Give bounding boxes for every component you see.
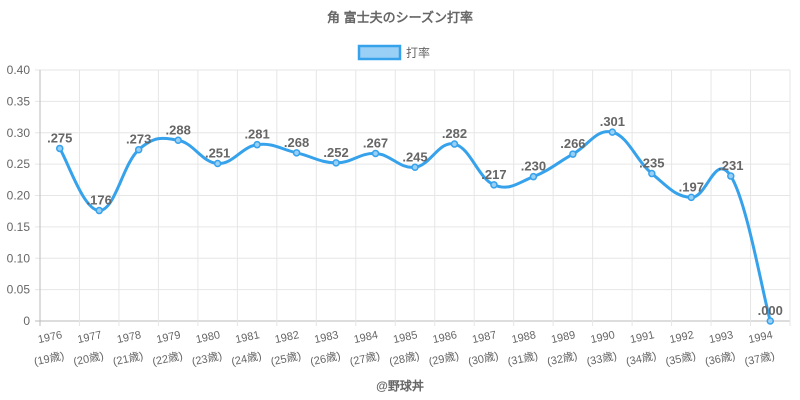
data-label: .282 <box>442 126 467 141</box>
x-tick-sublabel: (31歳) <box>506 349 539 368</box>
y-tick-label: 0.35 <box>7 94 31 108</box>
data-point <box>529 172 538 181</box>
legend-label: 打率 <box>406 45 430 60</box>
x-tick-sublabel: (37歳) <box>743 349 776 368</box>
data-label: .197 <box>679 179 704 194</box>
x-tick-sublabel: (36歳) <box>704 349 737 368</box>
data-point <box>411 163 419 172</box>
x-tick-sublabel: (25歳) <box>270 349 303 368</box>
x-tick-sublabel: (20歳) <box>72 349 105 368</box>
data-point <box>687 193 696 202</box>
data-point <box>95 206 103 215</box>
x-tick-sublabel: (35歳) <box>664 349 697 368</box>
series-line <box>58 130 772 322</box>
y-tick-label: 0.05 <box>7 283 31 297</box>
x-tick-label: 1986 <box>432 329 458 346</box>
data-point <box>727 172 735 180</box>
data-label: .235 <box>639 156 664 171</box>
x-tick-label: 1989 <box>550 329 576 346</box>
data-point <box>569 150 577 158</box>
data-label: .275 <box>47 130 72 145</box>
data-label: .281 <box>244 127 269 142</box>
data-label: .252 <box>323 145 348 160</box>
x-tick-label: 1978 <box>116 329 142 346</box>
data-label: .267 <box>363 135 388 150</box>
x-tick-label: 1980 <box>195 329 221 346</box>
x-tick-label: 1988 <box>511 329 537 346</box>
x-tick-label: 1984 <box>353 329 379 346</box>
data-label: .176 <box>87 193 112 208</box>
y-tick-label: 0.20 <box>7 189 31 203</box>
x-tick-label: 1977 <box>76 329 102 346</box>
y-tick-label: 0.15 <box>7 220 31 234</box>
legend-item[interactable]: 打率 <box>357 44 430 61</box>
x-tick-label: 1976 <box>37 329 63 346</box>
x-tick-sublabel: (21歳) <box>112 349 145 368</box>
data-point <box>332 159 340 167</box>
x-tick-label: 1985 <box>392 329 418 346</box>
x-tick-label: 1990 <box>590 329 616 346</box>
data-point <box>134 145 143 154</box>
data-point <box>608 128 617 136</box>
x-tick-sublabel: (30歳) <box>467 349 500 368</box>
x-tick-sublabel: (34歳) <box>625 349 658 368</box>
data-point <box>371 149 380 158</box>
data-label: .301 <box>600 114 625 129</box>
y-tick-label: 0.30 <box>7 126 31 140</box>
x-tick-sublabel: (32歳) <box>546 349 579 368</box>
y-tick-label: 0.10 <box>7 251 31 265</box>
y-tick-label: 0.25 <box>7 157 31 171</box>
data-label: .230 <box>521 159 546 174</box>
x-tick-sublabel: (22歳) <box>151 349 184 368</box>
footer-credit: @野球丼 <box>376 378 424 393</box>
data-point <box>490 181 498 189</box>
x-tick-sublabel: (28歳) <box>388 349 421 368</box>
data-label: .000 <box>758 303 783 318</box>
x-tick-label: 1987 <box>471 329 497 346</box>
data-point <box>450 140 459 148</box>
x-tick-label: 1983 <box>313 329 339 346</box>
x-tick-sublabel: (23歳) <box>191 349 224 368</box>
x-tick-label: 1982 <box>274 329 300 346</box>
x-tick-label: 1992 <box>668 329 694 346</box>
y-tick-label: 0 <box>23 314 30 328</box>
data-label: .245 <box>402 149 427 164</box>
x-tick-sublabel: (26歳) <box>309 349 342 368</box>
x-tick-label: 1979 <box>155 329 181 346</box>
data-point <box>766 317 775 325</box>
data-label: .217 <box>481 167 506 182</box>
x-tick-sublabel: (27歳) <box>349 349 382 368</box>
data-point <box>253 140 261 149</box>
legend-swatch <box>357 44 402 61</box>
x-tick-sublabel: (29歳) <box>427 349 460 368</box>
x-tick-label: 1993 <box>708 329 734 346</box>
x-tick-sublabel: (33歳) <box>585 349 618 368</box>
data-label: .268 <box>284 135 309 150</box>
data-label: .251 <box>205 145 230 160</box>
data-point <box>292 149 301 157</box>
data-point <box>174 136 182 145</box>
data-label: .231 <box>718 158 743 173</box>
x-tick-label: 1994 <box>747 329 773 346</box>
y-tick-label: 0.40 <box>7 63 31 77</box>
data-point <box>213 159 222 168</box>
data-label: .288 <box>166 122 191 137</box>
data-point <box>55 144 64 153</box>
data-point <box>648 169 656 178</box>
x-tick-sublabel: (19歳) <box>33 349 66 368</box>
data-label: .266 <box>560 136 585 151</box>
chart-title: 角 富士夫のシーズン打率 <box>327 10 473 25</box>
x-tick-label: 1991 <box>629 329 655 346</box>
x-tick-label: 1981 <box>234 329 260 346</box>
x-tick-sublabel: (24歳) <box>230 349 263 368</box>
data-label: .273 <box>126 132 151 147</box>
